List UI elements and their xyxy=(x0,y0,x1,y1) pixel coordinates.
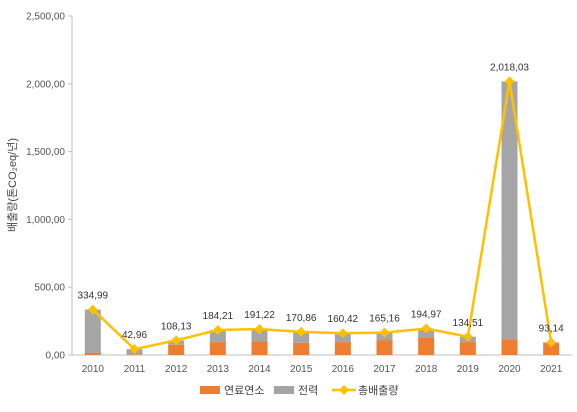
total-point-2020 xyxy=(504,76,515,87)
bar-fuel-2015 xyxy=(293,342,310,355)
total-point-2015 xyxy=(296,326,307,337)
x-tick-label: 2014 xyxy=(248,364,271,375)
bar-fuel-2018 xyxy=(418,337,435,355)
total-line xyxy=(91,81,553,351)
bar-power-2014 xyxy=(251,329,268,342)
data-label-2020: 2,018,03 xyxy=(490,62,529,73)
data-label-2021: 93,14 xyxy=(539,323,564,334)
bar-fuel-2012 xyxy=(168,344,185,355)
x-tick-label: 2015 xyxy=(290,364,313,375)
bar-power-2020 xyxy=(501,81,518,340)
legend-item-2: 총배출량 xyxy=(332,384,398,397)
legend-label: 총배출량 xyxy=(358,384,398,397)
x-tick-label: 2017 xyxy=(373,364,396,375)
data-label-2011: 42,96 xyxy=(122,330,147,341)
x-tick-label: 2020 xyxy=(498,364,521,375)
y-tick-label: 500,00 xyxy=(34,283,65,294)
x-tick-label: 2012 xyxy=(165,364,188,375)
y-tick-label: 2,000,00 xyxy=(26,79,65,90)
total-point-2016 xyxy=(337,328,348,339)
total-point-2011 xyxy=(129,344,140,355)
total-point-2010 xyxy=(87,304,98,315)
x-tick-label: 2019 xyxy=(457,364,480,375)
bar-fuel-2010 xyxy=(84,352,101,355)
y-axis: 0,00 500,00 1,000,00 1,500,00 2,000,00 2,500,… xyxy=(26,12,72,362)
legend-swatch xyxy=(274,386,294,394)
data-label-2013: 184,21 xyxy=(203,311,234,322)
x-tick-label: 2013 xyxy=(207,364,230,375)
total-line-group xyxy=(87,76,557,355)
y-tick-label: 1,500,00 xyxy=(26,147,65,158)
legend-item-0: 연료연소 xyxy=(200,384,264,397)
legend-swatch xyxy=(200,386,220,394)
legend-item-1: 전력 xyxy=(274,384,318,397)
y-tick-label: 2,500,00 xyxy=(26,12,65,23)
bar-fuel-2019 xyxy=(459,342,476,355)
y-axis-label-group: 배출량(톤CO₂eq/년) xyxy=(6,138,19,232)
bar-fuel-2020 xyxy=(501,339,518,355)
x-tick-label: 2021 xyxy=(540,364,563,375)
x-axis: 2010 2011 2012 2013 2014 2015 2016 2017 2018 2019… xyxy=(82,364,563,375)
data-label-2010: 334,99 xyxy=(78,291,109,302)
y-tick-label: 0,00 xyxy=(46,351,66,362)
data-label-2012: 108,13 xyxy=(161,321,192,332)
data-label-2018: 194,97 xyxy=(411,310,442,321)
bar-fuel-2013 xyxy=(209,342,226,355)
bar-fuel-2011 xyxy=(126,354,143,355)
legend-label: 전력 xyxy=(298,384,318,397)
total-point-2021 xyxy=(546,337,557,348)
bar-fuel-2014 xyxy=(251,341,268,355)
data-label-2015: 170,86 xyxy=(286,313,317,324)
total-point-2012 xyxy=(171,335,182,346)
legend-marker xyxy=(339,385,349,395)
x-tick-label: 2011 xyxy=(124,364,146,375)
x-tick-label: 2010 xyxy=(82,364,105,375)
data-label-2014: 191,22 xyxy=(244,310,275,321)
y-axis-label: 배출량(톤CO₂eq/년) xyxy=(6,138,19,232)
bar-fuel-2021 xyxy=(543,343,560,355)
bar-power-2010 xyxy=(84,309,101,353)
total-point-2018 xyxy=(421,323,432,334)
x-tick-label: 2016 xyxy=(332,364,355,375)
data-labels-group: 334,99 42,96 108,13 184,21 191,22 170,86 160,4… xyxy=(78,62,565,341)
data-label-2019: 134,51 xyxy=(453,318,484,329)
total-point-2019 xyxy=(462,331,473,342)
total-point-2014 xyxy=(254,324,265,335)
bar-power-2013 xyxy=(209,330,226,343)
bar-fuel-2016 xyxy=(334,342,351,355)
total-point-2017 xyxy=(379,327,390,338)
y-tick-label: 1,000,00 xyxy=(26,215,65,226)
legend: 연료연소 전력 총배출량 xyxy=(200,384,398,397)
bar-power-2015 xyxy=(293,331,310,343)
bar-fuel-2017 xyxy=(376,340,393,355)
legend-label: 연료연소 xyxy=(224,384,264,397)
x-tick-label: 2018 xyxy=(415,364,438,375)
data-label-2017: 165,16 xyxy=(369,314,400,325)
total-point-2013 xyxy=(212,325,223,336)
data-label-2016: 160,42 xyxy=(328,314,359,325)
